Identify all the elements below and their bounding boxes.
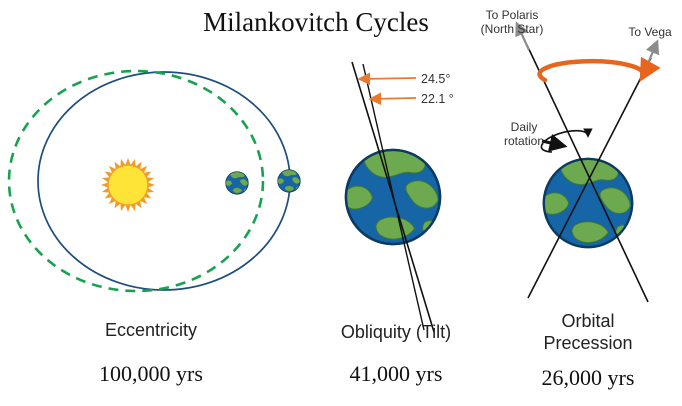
eccentricity-panel: Eccentricity 100,000 yrs (7, 69, 301, 386)
precession-period: 26,000 yrs (542, 365, 635, 390)
to-vega-arrow (644, 39, 660, 69)
daily-rotation-arrow (541, 134, 568, 152)
earth-precession (544, 153, 632, 248)
angle-label-inner: 22.1 ° (421, 92, 454, 106)
obliquity-label: Obliquity (Tilt) (341, 322, 451, 342)
angle-arrow-outer (357, 72, 417, 86)
orbit-solid-ellipse (37, 71, 291, 291)
sun (101, 158, 155, 212)
orbit-dashed-ellipse (7, 69, 265, 293)
earth-small-right (278, 168, 301, 192)
daily-rotation-label-line1: Daily (511, 120, 538, 134)
precession-axis-polaris (526, 44, 649, 303)
to-polaris-arrow (515, 21, 530, 51)
precession-panel: To Polaris (North Star) To Vega Daily ro… (481, 8, 672, 390)
daily-rotation-label-line2: rotation (504, 134, 544, 148)
north-star-label: (North Star) (481, 22, 544, 36)
eccentricity-label: Eccentricity (105, 320, 197, 340)
angle-label-outer: 24.5° (421, 72, 450, 86)
to-vega-label: To Vega (628, 25, 672, 39)
precession-label-line1: Orbital (561, 311, 614, 331)
diagram-title: Milankovitch Cycles (203, 7, 429, 37)
to-polaris-label: To Polaris (486, 8, 539, 22)
sun-disc (107, 164, 149, 206)
eccentricity-period: 100,000 yrs (99, 361, 203, 386)
earth-small-left (226, 170, 249, 194)
angle-arrow-inner (368, 92, 417, 106)
obliquity-period: 41,000 yrs (350, 361, 443, 386)
precession-axis-vega (527, 57, 652, 299)
precession-label-line2: Precession (543, 333, 632, 353)
obliquity-panel: 24.5° 22.1 ° Obliquity (Tilt) 41,000 yrs (341, 61, 454, 386)
tilt-axis-line-inner (362, 63, 425, 331)
precession-circle-arrow (537, 56, 661, 83)
